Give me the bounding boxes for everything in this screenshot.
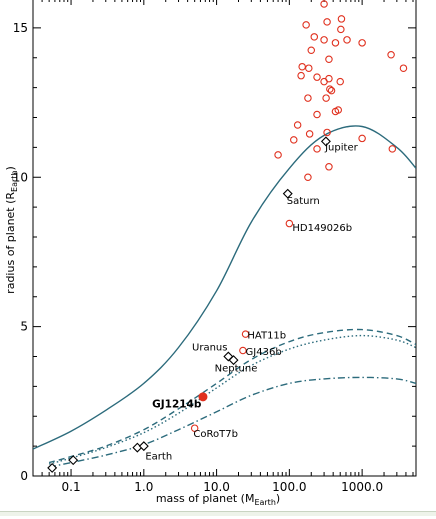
y-tick-label: 10 xyxy=(13,170,28,184)
y-axis-title: radius of planet (REarth) xyxy=(4,166,19,294)
planet-label: Saturn xyxy=(287,196,320,207)
exoplanet-point xyxy=(399,64,408,72)
bottom-divider xyxy=(0,511,436,516)
planet-labels: Jupiter Saturn HD149026b HAT11b Uranus GJ436b… xyxy=(145,142,358,462)
model-curve-dotted xyxy=(48,334,416,465)
exoplanet-point xyxy=(323,18,331,26)
exoplanet-point xyxy=(313,145,321,153)
solar-system-planet-point xyxy=(320,136,331,147)
exoplanet-point xyxy=(239,346,247,355)
y-tick-label: 5 xyxy=(20,320,28,334)
x-axis-title-close: ) xyxy=(276,492,280,505)
solar-system-planet-point xyxy=(228,355,239,366)
exoplanet-point xyxy=(337,15,346,23)
planet-label: HD149026b xyxy=(292,223,352,234)
solar-system-planet-point xyxy=(138,441,149,452)
exoplanet-point xyxy=(325,163,333,171)
x-tick-label: 1.0 xyxy=(134,480,153,494)
x-tick-label: 100.0 xyxy=(272,480,306,494)
exoplanet-point xyxy=(190,424,199,432)
exoplanet-point xyxy=(320,77,328,86)
exoplanet-point xyxy=(325,55,333,63)
exoplanet-point xyxy=(274,151,282,159)
exoplanet-point xyxy=(337,25,345,34)
axis-ticks: 0.1 1.0 10.0 100.0 1000.0 0 5 10 15 xyxy=(13,0,416,494)
model-curves xyxy=(33,125,416,468)
exoplanet-point xyxy=(305,64,313,72)
data-points xyxy=(47,0,408,473)
exoplanet-point xyxy=(336,77,344,86)
solar-system-planet-point xyxy=(68,455,79,466)
exoplanet-point xyxy=(313,73,321,81)
x-axis-title-sub: Earth xyxy=(254,498,275,507)
y-tick-label: 0 xyxy=(20,469,28,483)
planet-label: GJ436b xyxy=(246,347,282,358)
exoplanet-point xyxy=(320,0,328,8)
exoplanet-point xyxy=(331,39,340,47)
exoplanet-point xyxy=(302,21,310,29)
exoplanet-point xyxy=(343,36,351,44)
model-curve-dashdot xyxy=(48,376,416,468)
exoplanet-point xyxy=(387,51,395,59)
x-tick-label: 0.1 xyxy=(62,480,81,494)
plot-frame xyxy=(32,0,417,477)
y-axis-title-main: radius of planet (R xyxy=(4,192,17,294)
planet-label: Uranus xyxy=(192,343,227,354)
solar-system-planet-point xyxy=(282,188,293,199)
exoplanet-point xyxy=(320,36,328,44)
exoplanet-point xyxy=(297,71,305,80)
y-tick-label: 15 xyxy=(13,21,28,35)
model-curve-solid xyxy=(33,125,416,450)
exoplanet-point xyxy=(358,134,366,143)
highlighted-planet-point xyxy=(198,392,208,402)
x-axis-title: mass of planet (MEarth) xyxy=(156,492,280,507)
planet-label: CoRoT7b xyxy=(193,429,238,440)
x-tick-label: 1000.0 xyxy=(341,480,383,494)
exoplanet-point xyxy=(388,145,397,153)
exoplanet-point xyxy=(310,33,319,41)
exoplanet-point xyxy=(313,110,321,119)
planet-label: GJ1214b xyxy=(152,398,202,410)
exoplanet-point xyxy=(304,173,312,182)
exoplanet-point xyxy=(293,121,302,129)
exoplanet-point xyxy=(326,85,334,93)
exoplanet-point xyxy=(241,330,250,338)
exoplanet-point xyxy=(304,94,312,102)
exoplanet-point xyxy=(323,128,331,137)
exoplanet-point xyxy=(358,39,366,47)
exoplanet-point xyxy=(331,107,340,116)
planet-label: Neptune xyxy=(215,363,258,374)
exoplanet-point xyxy=(285,219,294,228)
planet-label: HAT11b xyxy=(247,331,286,342)
exoplanet-point xyxy=(327,86,336,95)
solar-system-planet-point xyxy=(47,462,58,473)
planet-label: Jupiter xyxy=(324,142,358,153)
exoplanet-point xyxy=(307,46,316,55)
planet-label: Earth xyxy=(145,452,172,463)
x-axis-title-main: mass of planet (M xyxy=(156,492,255,505)
y-axis-title-sub: Earth xyxy=(10,170,19,191)
model-curve-dashed xyxy=(48,328,416,464)
exoplanet-point xyxy=(305,130,314,138)
exoplanet-point xyxy=(322,94,330,102)
exoplanet-point xyxy=(298,62,306,71)
exoplanet-point xyxy=(290,136,298,144)
y-axis-title-close: ) xyxy=(4,166,17,170)
x-tick-label: 10.0 xyxy=(203,480,230,494)
